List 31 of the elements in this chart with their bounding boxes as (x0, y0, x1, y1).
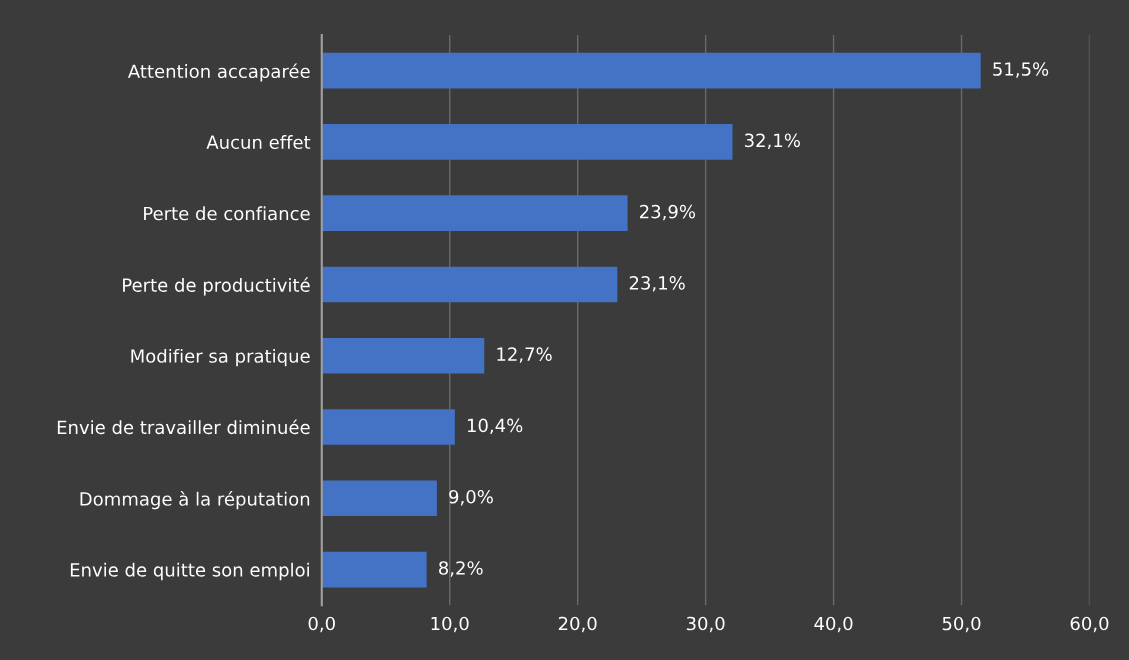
bar (321, 124, 733, 160)
data-label: 23,1% (629, 276, 685, 292)
x-tick-label: 60,0 (1070, 616, 1109, 633)
y-tick-label: Perte de productivité (123, 277, 310, 296)
y-tick-label: Dommage à la réputation (80, 491, 310, 510)
data-label: 8,2% (439, 561, 483, 577)
data-label: 12,7% (497, 347, 552, 363)
y-tick-label: Perte de confiance (144, 206, 310, 221)
data-label: 23,9% (640, 204, 696, 221)
x-tick-label: 50,0 (942, 616, 981, 633)
bar (321, 480, 437, 517)
y-tick-label: Modifier sa pratique (131, 348, 310, 367)
bar (321, 551, 427, 588)
data-label: 9,0% (449, 489, 493, 506)
x-tick-label: 40,0 (814, 616, 853, 633)
y-tick-label: Envie de travailler diminuée (57, 419, 310, 435)
x-tick-label: 0,0 (308, 616, 335, 633)
data-label: 51,5% (993, 62, 1049, 78)
bar (321, 266, 618, 303)
x-tick-label: 30,0 (686, 616, 725, 633)
bar (321, 409, 455, 445)
data-label: 32,1% (744, 133, 800, 149)
bar (321, 52, 981, 89)
bar (321, 337, 485, 374)
y-tick-label: Attention accaparée (127, 63, 310, 82)
x-tick-label: 20,0 (558, 616, 597, 633)
y-tick-label: Aucun effet (206, 135, 311, 150)
y-tick-label: Envie de quitte son emploi (70, 562, 309, 581)
data-label: 10,4% (467, 418, 523, 435)
x-tick-label: 10,0 (431, 616, 469, 633)
bar (321, 195, 628, 231)
